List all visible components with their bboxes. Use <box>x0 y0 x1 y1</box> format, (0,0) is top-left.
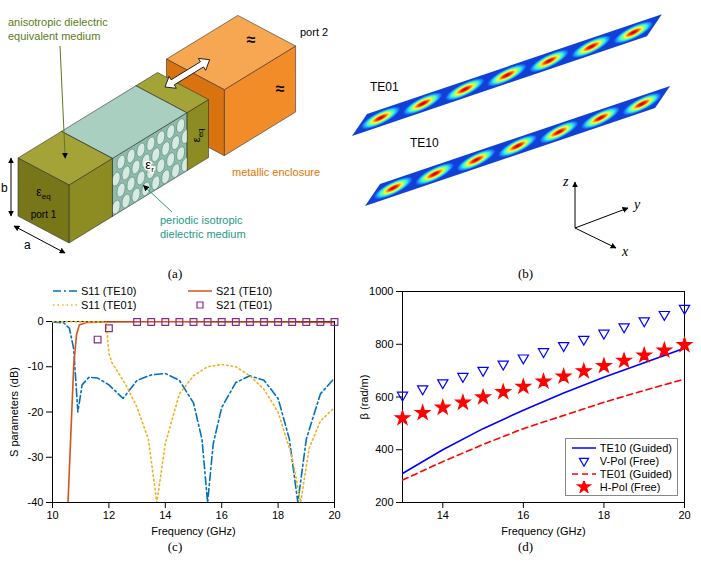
svg-text:Frequency (GHz): Frequency (GHz) <box>151 525 235 537</box>
svg-text:14: 14 <box>159 509 171 521</box>
html-text:TE01 (Guided): TE01 (Guided) <box>599 467 672 480</box>
svg-text:-10: -10 <box>28 360 44 372</box>
svg-text:400: 400 <box>375 443 393 455</box>
svg-text:equivalent medium: equivalent medium <box>8 30 100 42</box>
html-text:(c): (c) <box>167 539 183 554</box>
svg-text:a: a <box>24 238 31 252</box>
svg-text:20: 20 <box>678 509 690 521</box>
html-text:S11 (TE10): S11 (TE10) <box>81 285 137 297</box>
html-text:TE10 (Guided): TE10 (Guided) <box>599 441 672 454</box>
svg-text:600: 600 <box>375 391 393 403</box>
svg-text:metallic enclosure: metallic enclosure <box>232 166 320 178</box>
html-text:S21 (TE10): S21 (TE10) <box>216 285 273 297</box>
svg-text:800: 800 <box>375 338 393 350</box>
svg-text:≈: ≈ <box>247 31 256 48</box>
svg-text:10: 10 <box>46 509 58 521</box>
svg-text:14: 14 <box>437 509 449 521</box>
svg-text:port 2: port 2 <box>300 26 328 38</box>
svg-text:1000: 1000 <box>369 285 393 297</box>
html-text:(d): (d) <box>517 539 534 554</box>
svg-text:12: 12 <box>103 509 115 521</box>
svg-text:b: b <box>1 181 8 195</box>
svg-text:z: z <box>562 174 569 189</box>
svg-text:periodic isotropic: periodic isotropic <box>160 214 243 226</box>
html-text:H-Pol (Free): H-Pol (Free) <box>599 480 661 493</box>
svg-text:18: 18 <box>598 509 610 521</box>
svg-text:-40: -40 <box>28 496 44 508</box>
svg-text:anisotropic dielectric: anisotropic dielectric <box>8 16 108 28</box>
svg-text:TE01: TE01 <box>370 80 399 94</box>
svg-text:16: 16 <box>517 509 529 521</box>
svg-text:-30: -30 <box>28 451 44 463</box>
svg-text:-20: -20 <box>28 406 44 418</box>
html-text:S11 (TE01): S11 (TE01) <box>81 299 137 311</box>
svg-text:εeq: εeq <box>190 128 205 142</box>
svg-text:16: 16 <box>216 509 228 521</box>
svg-text:x: x <box>621 244 629 259</box>
svg-text:S parameters (dB): S parameters (dB) <box>8 367 20 457</box>
svg-text:0: 0 <box>37 315 43 327</box>
html-text:V-Pol (Free): V-Pol (Free) <box>599 454 660 467</box>
html-text:(b): (b) <box>517 266 534 281</box>
svg-text:18: 18 <box>272 509 284 521</box>
svg-text:y: y <box>632 197 641 212</box>
html-text:(a): (a) <box>167 266 183 281</box>
svg-text:≈: ≈ <box>276 80 285 97</box>
svg-text:dielectric medium: dielectric medium <box>160 228 246 240</box>
svg-text:200: 200 <box>375 496 393 508</box>
svg-text:εr: εr <box>145 157 154 174</box>
svg-text:TE10: TE10 <box>410 136 439 150</box>
svg-text:εeq: εeq <box>36 185 50 201</box>
svg-text:Frequency (GHz): Frequency (GHz) <box>501 525 585 537</box>
svg-text:β (rad/m): β (rad/m) <box>358 375 370 420</box>
svg-text:port 1: port 1 <box>31 209 57 220</box>
html-text:S21 (TE01): S21 (TE01) <box>216 299 273 311</box>
svg-text:20: 20 <box>328 509 340 521</box>
